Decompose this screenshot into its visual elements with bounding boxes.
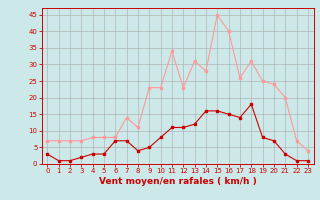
- X-axis label: Vent moyen/en rafales ( km/h ): Vent moyen/en rafales ( km/h ): [99, 177, 256, 186]
